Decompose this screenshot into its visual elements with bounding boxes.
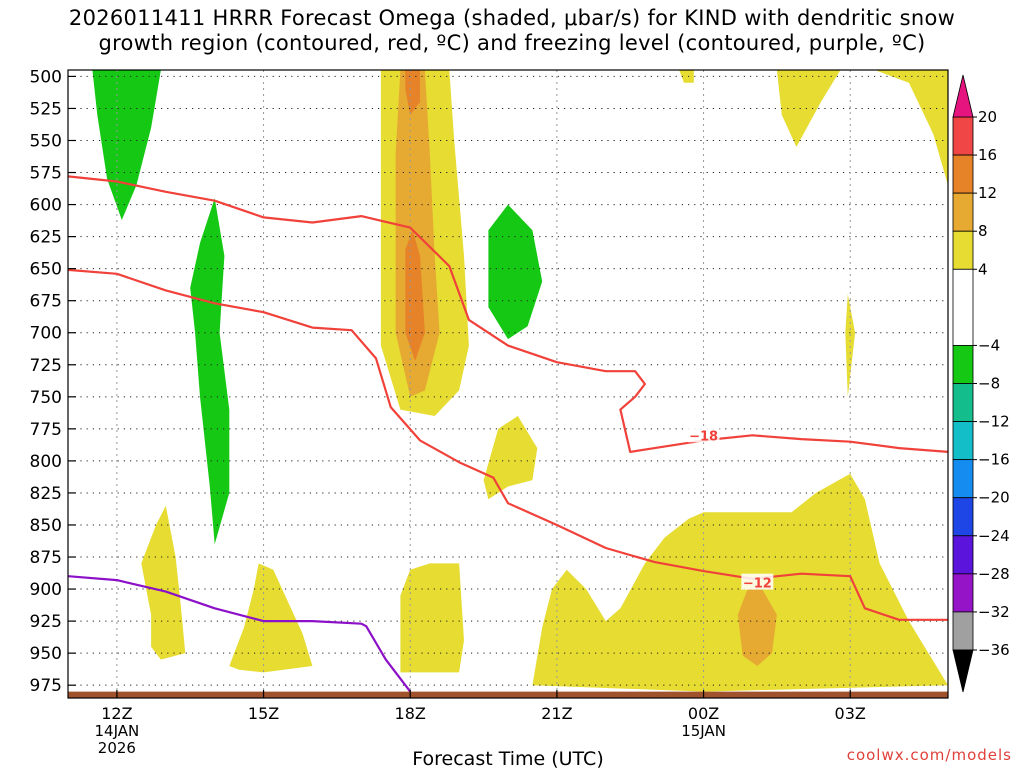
y-tick-label: 775 — [30, 420, 62, 440]
chart-title: 2026011411 HRRR Forecast Omega (shaded, … — [0, 6, 1024, 56]
colorbar-label: −8 — [978, 375, 1000, 393]
y-tick-label: 850 — [30, 516, 62, 536]
colorbar-segment — [952, 459, 974, 499]
region-yellow-15z — [229, 563, 313, 673]
colorbar-bottom-arrow — [952, 649, 974, 693]
x-tick-label: 15Z — [248, 704, 279, 723]
colorbar-label: −28 — [978, 565, 1010, 583]
colorbar-label: 4 — [978, 260, 988, 278]
colorbar-label: −32 — [978, 603, 1010, 621]
omega-shading — [92, 70, 948, 692]
y-tick-label: 725 — [30, 356, 62, 376]
y-tick-label: 975 — [30, 676, 62, 696]
x-tick-date: 15JAN — [681, 722, 726, 740]
x-axis-label: Forecast Time (UTC) — [412, 748, 603, 768]
colorbar-segment — [952, 268, 974, 346]
contour-dgz-lower — [68, 268, 948, 621]
x-tick-year: 2026 — [98, 739, 136, 757]
contour-label-bg — [741, 573, 774, 590]
y-tick-label: 950 — [30, 644, 62, 664]
colorbar-segment — [952, 345, 974, 384]
grid-lines — [68, 70, 948, 698]
contour-label: −12 — [743, 577, 772, 592]
y-tick-label: 750 — [30, 388, 62, 408]
region-orange-core-18z — [405, 70, 420, 115]
contour-dgz-upper — [68, 175, 948, 453]
region-green-column — [190, 198, 230, 545]
region-lightorange-low-00z — [737, 589, 777, 666]
colorbar-top-arrow — [952, 74, 974, 118]
x-tick-label: 03Z — [835, 704, 866, 723]
region-ground — [68, 691, 948, 698]
colorbar-segment — [952, 421, 974, 461]
colorbar-label: −16 — [978, 451, 1010, 469]
region-yellow-small-sliver — [845, 294, 856, 397]
y-tick-label: 550 — [30, 131, 62, 151]
colorbar-label: −20 — [978, 489, 1010, 507]
colorbar-label: 16 — [978, 146, 997, 164]
colorbar-label: 8 — [978, 222, 988, 240]
contour-freezing-level — [68, 575, 412, 693]
watermark: coolwx.com/models — [846, 746, 1012, 764]
ground-layer — [68, 691, 948, 698]
colorbar-label: −4 — [978, 336, 1000, 354]
colorbar-segment — [952, 116, 974, 156]
y-tick-label: 875 — [30, 548, 62, 568]
region-green-blob-middle — [488, 204, 543, 340]
colorbar-segment — [952, 611, 974, 651]
y-tick-label: 925 — [30, 612, 62, 632]
y-tick-label: 600 — [30, 196, 62, 216]
colorbar-label: −36 — [978, 641, 1010, 659]
region-yellow-left-low — [141, 505, 186, 660]
plot-frame — [67, 69, 949, 699]
colorbar-segment — [952, 383, 974, 422]
y-tick-label: 700 — [30, 324, 62, 344]
colorbar-label: −24 — [978, 527, 1010, 545]
y-axis: 500 525 550 575 600 625 650 675 700 725 750 775 800 8… — [30, 67, 76, 696]
colorbar-segment — [952, 192, 974, 232]
y-tick-label: 675 — [30, 292, 62, 312]
y-tick-label: 800 — [30, 452, 62, 472]
colorbar-segment — [952, 535, 974, 575]
colorbar: 20 16 12 8 4 −4 −8 −12 −16 −20 −24 −28 −32 −36 — [952, 74, 1010, 693]
region-yellow-large-low — [532, 473, 948, 692]
y-tick-label: 525 — [30, 99, 62, 119]
x-tick-label: 21Z — [541, 704, 572, 723]
x-tick-label: 12Z — [101, 704, 132, 723]
colorbar-label: 20 — [978, 108, 997, 126]
colorbar-label: 12 — [978, 184, 997, 202]
region-yellow-topright-corner — [874, 70, 948, 186]
region-yellow-18z-low — [400, 563, 464, 673]
region-yellow-topright-cone — [776, 70, 841, 147]
colorbar-segment — [952, 497, 974, 537]
contours: −18 −12 — [68, 175, 948, 693]
colorbar-segment — [952, 230, 974, 270]
colorbar-label: −12 — [978, 413, 1010, 431]
region-yellow-blob-20z — [483, 416, 538, 500]
region-green-upper-left — [92, 70, 161, 220]
colorbar-segment — [952, 573, 974, 613]
contour-label-bg — [687, 426, 720, 443]
region-yellow-small-1 — [679, 70, 694, 83]
x-tick-date: 14JAN — [95, 722, 140, 740]
contour-label: −18 — [689, 429, 718, 444]
y-tick-label: 825 — [30, 484, 62, 504]
x-tick-label: 18Z — [395, 704, 426, 723]
x-tick-label: 00Z — [688, 704, 719, 723]
y-tick-label: 625 — [30, 228, 62, 248]
chart-title-line1: 2026011411 HRRR Forecast Omega (shaded, … — [68, 6, 956, 30]
chart-title-line2: growth region (contoured, red, ºC) and f… — [98, 31, 926, 55]
y-tick-label: 650 — [30, 260, 62, 280]
y-tick-label: 500 — [30, 67, 62, 87]
y-tick-label: 575 — [30, 164, 62, 184]
colorbar-segment — [952, 154, 974, 194]
y-tick-label: 900 — [30, 580, 62, 600]
